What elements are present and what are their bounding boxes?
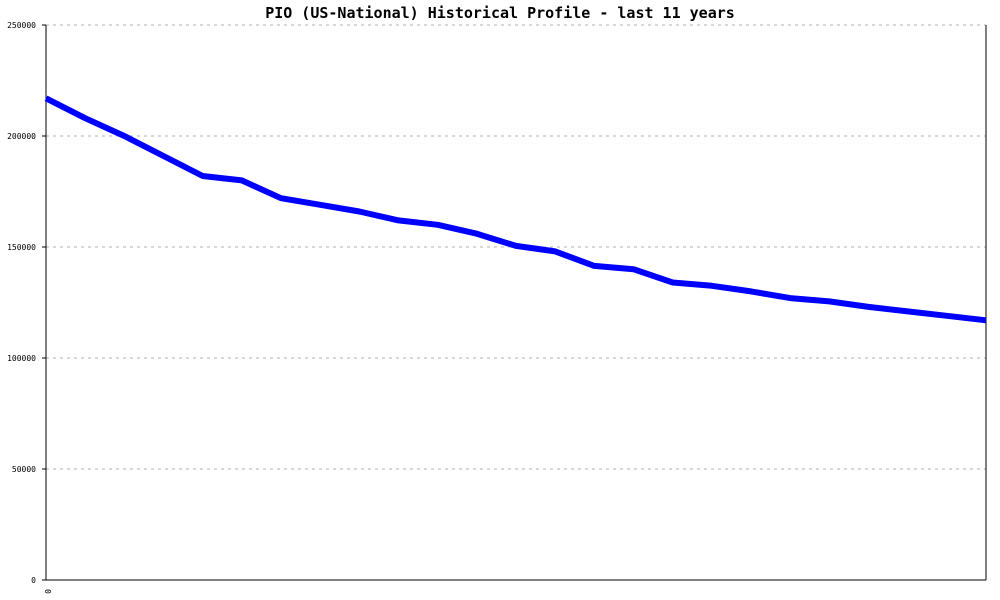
tick-labels: 0 50000 100000 150000 200000 250000 0 [7, 21, 52, 594]
series-line [44, 95, 987, 324]
series [44, 95, 987, 324]
y-tick-label: 200000 [7, 132, 36, 141]
chart-title: PIO (US-National) Historical Profile - l… [265, 4, 735, 22]
y-tick-label: 50000 [12, 465, 36, 474]
y-tick-label: 250000 [7, 21, 36, 30]
y-tick-label: 0 [31, 576, 36, 585]
x-tick-label: 0 [43, 589, 52, 594]
y-tick-label: 150000 [7, 243, 36, 252]
axes [45, 25, 987, 581]
y-tick-label: 100000 [7, 354, 36, 363]
